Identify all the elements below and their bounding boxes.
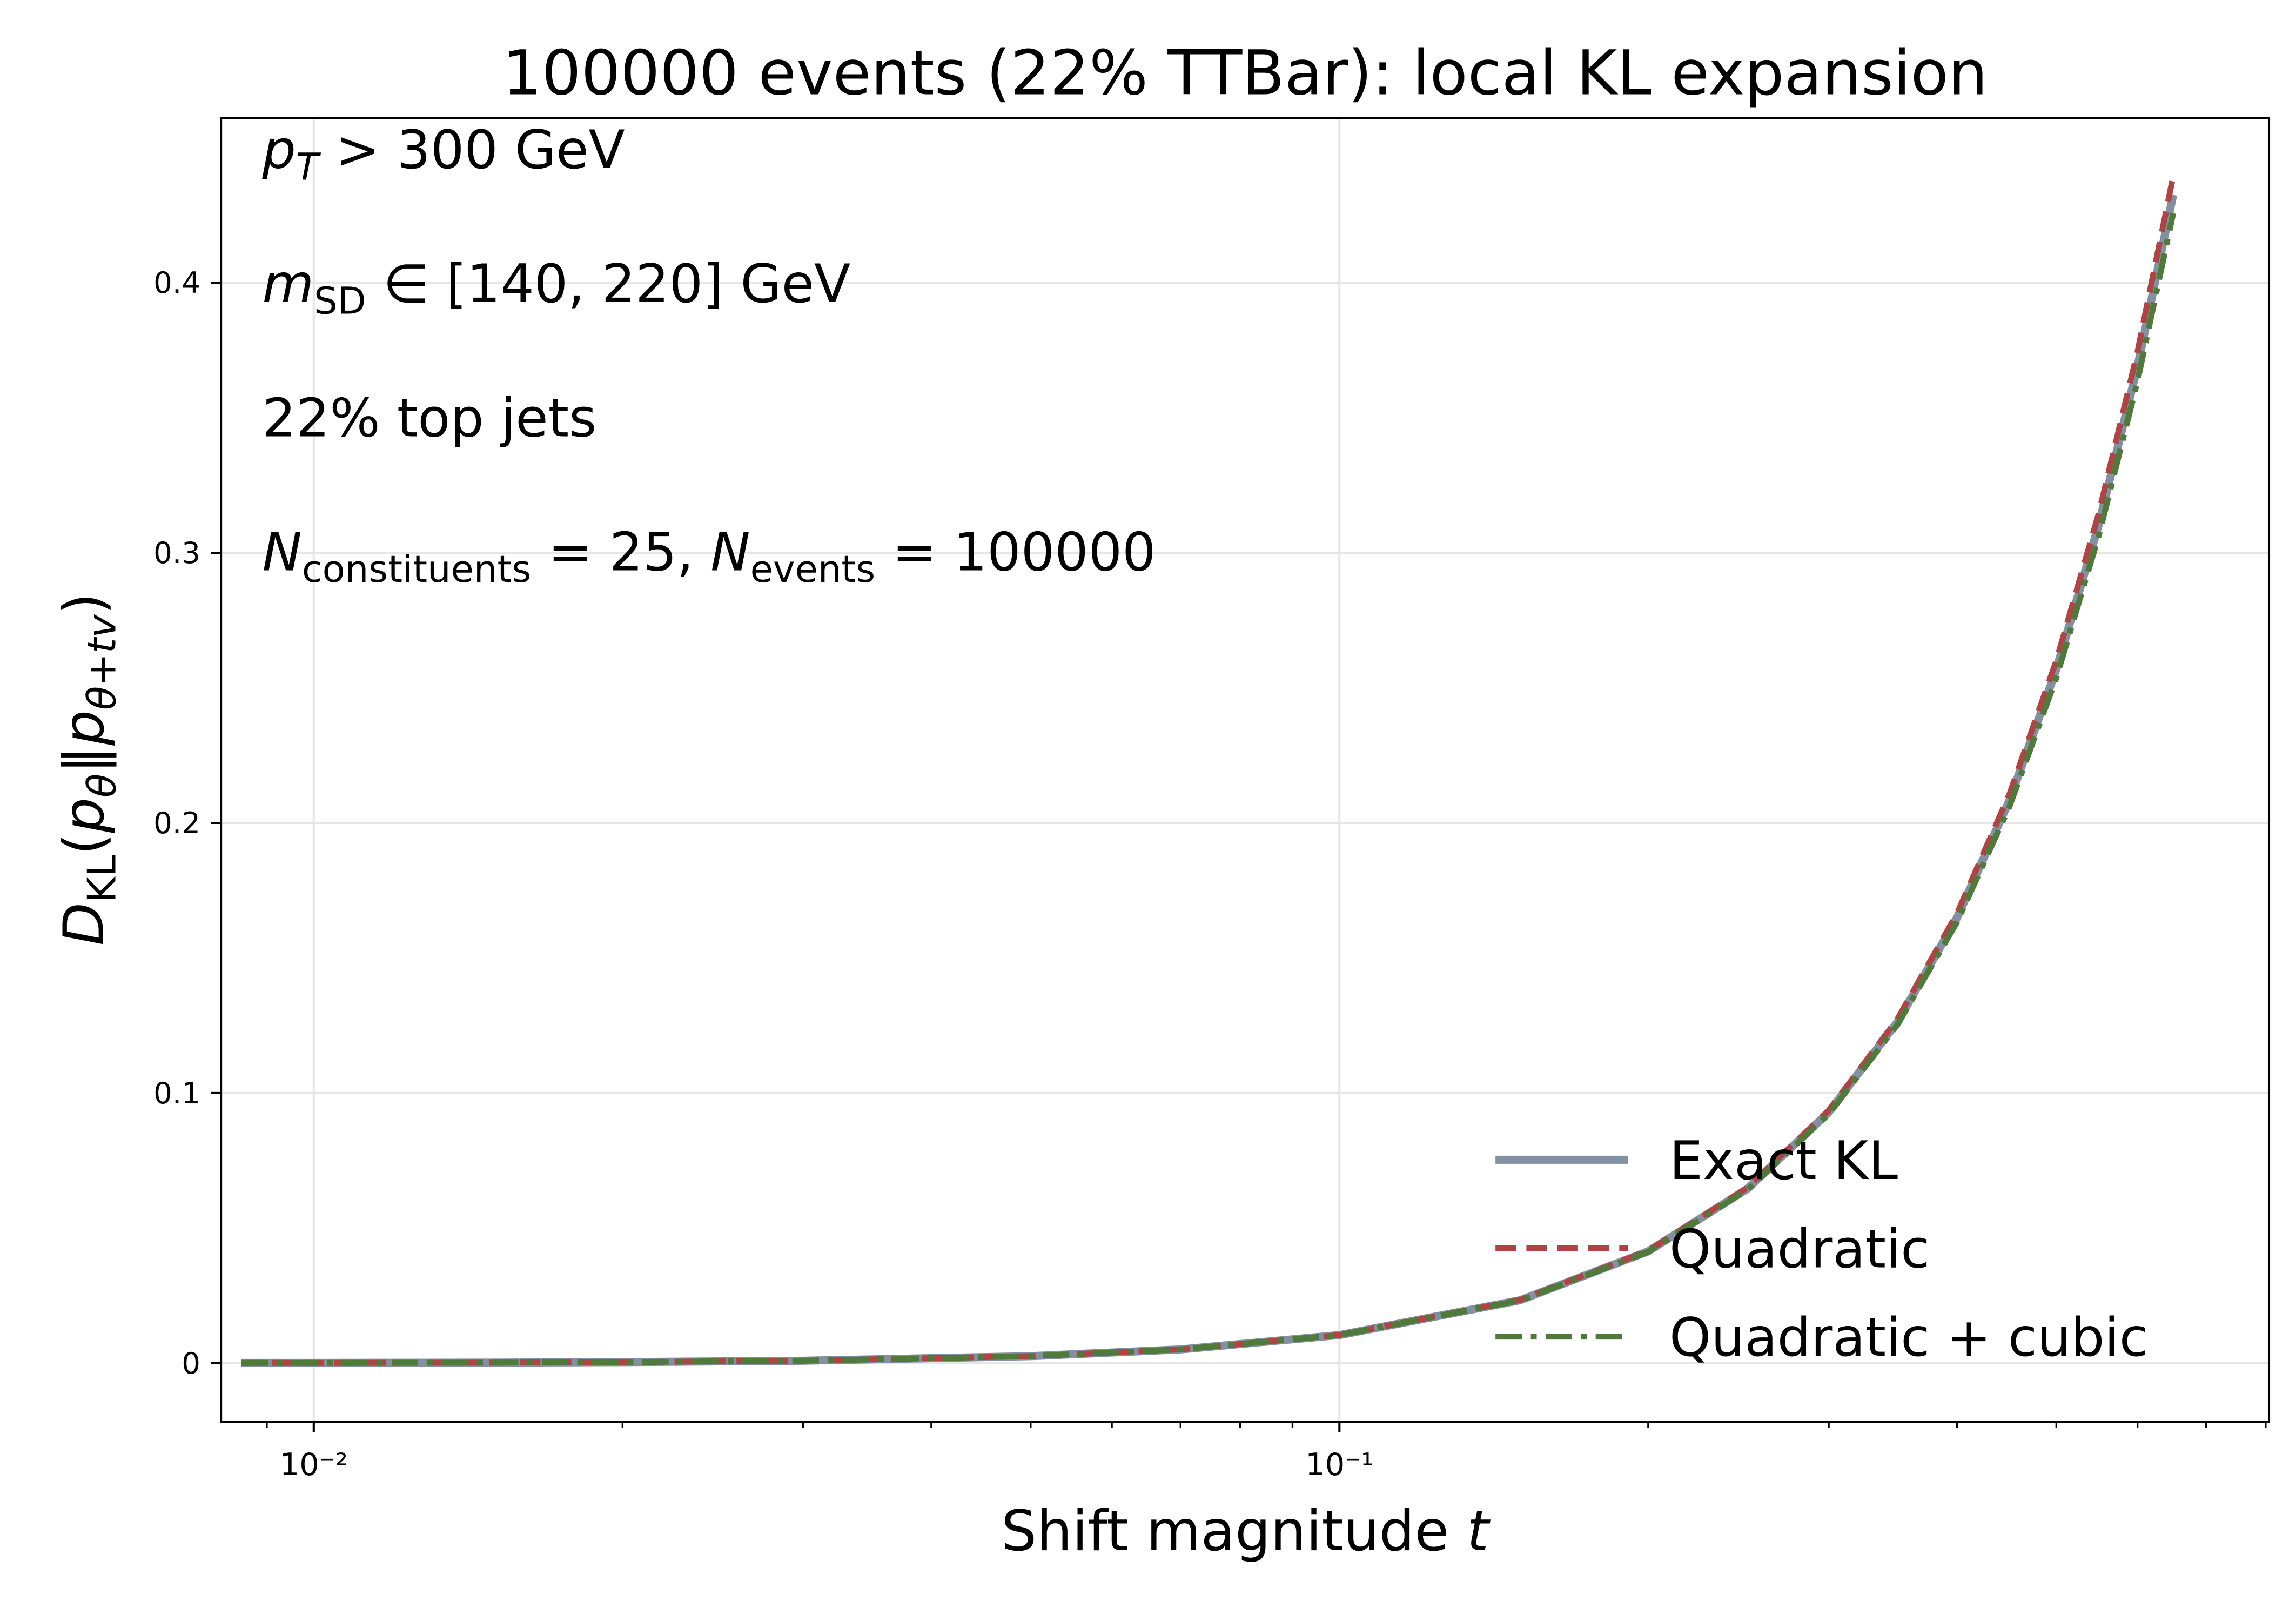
annotation-part: = 25, xyxy=(531,521,710,583)
annotation-part: ∈ [140, 220] GeV xyxy=(366,253,851,315)
annotation: Nconstituents = 25, Nevents = 100000 xyxy=(262,521,1156,591)
annotation-part: N xyxy=(262,521,301,583)
annotation-part: > 300 GeV xyxy=(319,119,625,181)
annotation-part: T xyxy=(296,146,321,189)
y-axis-label-part: ) xyxy=(52,593,117,614)
annotation-part: constituents xyxy=(302,548,531,591)
y-axis-label-part: ‖ xyxy=(52,746,117,774)
y-tick-label: 0.4 xyxy=(153,265,200,300)
annotation-part: p xyxy=(261,119,296,181)
annotation: pT > 300 GeV xyxy=(261,119,625,189)
legend-label: Exact KL xyxy=(1669,1130,1898,1192)
plot-frame xyxy=(220,117,2271,1423)
y-axis-label-part: KL xyxy=(80,855,125,903)
annotation-part: 22% top jets xyxy=(262,387,596,449)
annotation: 22% top jets xyxy=(262,387,596,449)
x-axis-label-part: Shift magnitude xyxy=(1001,1499,1467,1564)
y-axis-label-part: θ xyxy=(80,774,125,798)
annotation-part: events xyxy=(750,548,876,591)
y-axis-label-part: θ+tv xyxy=(80,614,125,711)
annotation-part: m xyxy=(262,253,314,315)
chart-title: 100000 events (22% TTBar): local KL expa… xyxy=(502,38,1988,110)
y-axis-label: DKL(pθ‖pθ+tv) xyxy=(52,593,125,946)
y-axis-label-part: D xyxy=(52,902,117,946)
y-tick-label: 0.1 xyxy=(153,1076,200,1110)
legend-label: Quadratic + cubic xyxy=(1669,1307,2149,1369)
x-tick-label: 10⁻¹ xyxy=(1305,1446,1373,1483)
y-tick-label: 0.3 xyxy=(153,535,200,570)
y-tick-label: 0 xyxy=(182,1346,200,1381)
annotation-part: N xyxy=(710,521,750,583)
series-line xyxy=(241,176,2176,1366)
x-axis-label: Shift magnitude t xyxy=(1001,1499,1491,1564)
y-axis-label-part: ( xyxy=(52,833,117,855)
y-tick-label: 0.2 xyxy=(153,806,200,840)
series-line xyxy=(241,212,2176,1366)
y-axis-label-part: p xyxy=(52,710,117,746)
annotation-part: = 100000 xyxy=(875,521,1156,583)
annotation: mSD ∈ [140, 220] GeV xyxy=(262,253,850,323)
annotation-part: SD xyxy=(314,280,366,323)
x-axis-label-part: t xyxy=(1467,1499,1491,1564)
legend-label: Quadratic xyxy=(1669,1218,1930,1280)
x-tick-label: 10⁻² xyxy=(280,1446,348,1483)
y-axis-label-part: p xyxy=(52,798,117,834)
